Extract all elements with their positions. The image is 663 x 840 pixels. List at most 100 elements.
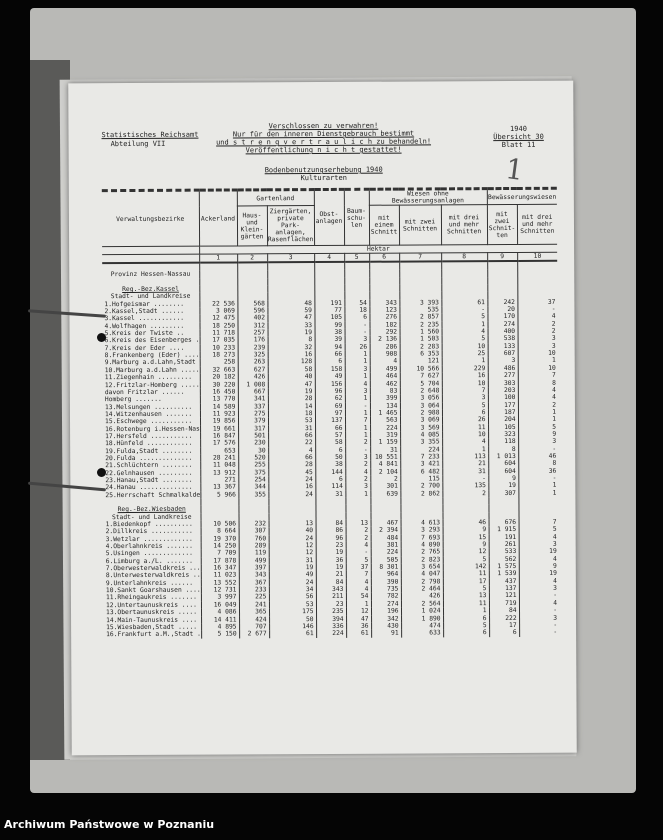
header-gartenland: Gartenland [236,189,314,206]
cell-value: 31 [315,490,346,499]
cell-value: 5 704 [399,379,442,388]
cell-value: 13 [345,519,371,528]
cell-value: 3 [517,335,558,343]
cell-value: 19 [488,482,519,490]
cell-value: 258 [199,358,238,367]
cell-value: 224 [316,630,347,638]
column-number: 3 [267,253,315,263]
cell-value: 21 [315,571,346,579]
cell-value: 135 [442,482,489,491]
cell-value: 8 [517,379,558,387]
cell-value: 7 709 [200,549,239,558]
cell-value: 1 915 [488,526,519,534]
cell-value: 69 [314,402,345,410]
cell-value: 196 [371,607,402,616]
column-number: 4 [314,253,345,263]
cell-value: 2 [517,401,559,409]
cell-value: 341 [237,395,268,403]
cell-value: 224 [370,424,401,432]
cell-value: 2 [345,439,371,447]
cell-value: 342 [371,615,402,623]
cell-value: 307 [238,527,269,536]
cell-value: 365 [238,608,270,616]
cell-value: 2 700 [400,482,443,491]
cell-value: - [345,549,371,557]
cell-value: 2 [345,534,371,542]
cell-value: 399 [369,394,400,403]
cell-value: 303 [487,379,518,387]
cell-value: 355 [238,490,269,499]
cell-value: 5 150 [201,630,240,639]
cell-value: 2 862 [400,490,443,498]
cell-value: 317 [238,424,269,433]
cell-value: 13 367 [200,483,239,492]
cell-value: 3 293 [400,526,443,535]
cell-value: 394 [316,615,347,623]
cell-value: 7 [345,416,371,425]
cell-value: 1 [441,357,488,366]
cell-value: 4 [345,541,371,550]
cell-value: 2 677 [239,630,270,638]
cell-value: 39 [314,336,345,344]
cell-value: 343 [238,571,269,580]
cell-value: 12 [346,607,372,616]
cell-value: 50 [269,615,317,624]
cell-value: 37 [345,563,371,572]
cell-value: 426 [237,373,268,381]
cell-value: 13 [442,592,490,601]
district-name: 21.Schlüchtern ........ [105,461,193,470]
cell-value: 426 [400,592,443,601]
cell-value: 12 [442,548,489,557]
cell-value: 5 [441,401,489,410]
cell-value: 12 475 [199,314,238,323]
column-number: 8 [441,252,488,262]
cell-value: 1 [345,600,372,609]
cell-value: 533 [488,548,519,556]
cell-value: 4 [517,313,558,321]
cell-value: 14 [267,402,315,411]
cell-value: 38 [315,461,346,469]
cell-value: 6 [443,629,490,637]
cell-value: 30 220 [199,380,238,389]
cell-value: 3 [518,438,559,446]
cell-value: 14 411 [201,615,240,624]
cell-value: 11 [442,570,489,579]
cell-value: 505 [370,556,401,564]
cell-value: 121 [399,357,442,366]
cell-value: 633 [401,629,444,638]
district-name: 13.Obertaunuskreis ..... [105,608,198,617]
cell-value: 344 [238,483,269,492]
cell-value: 19 856 [199,417,239,426]
cell-value: 563 [370,416,401,425]
cell-value: 31 [268,424,316,433]
cell-value: 2 136 [369,336,400,344]
cell-value: 6 [489,629,520,637]
cell-value: 4 [344,380,370,388]
cell-value: 26 [442,416,489,424]
cell-value: 3 [344,336,370,344]
cell-value: 4 841 [370,460,401,469]
cell-value: 3 069 [400,416,443,425]
cell-value: 1 [344,372,370,381]
cell-value: - [344,321,370,329]
cell-value: 28 [267,395,315,403]
cell-value: 2 [345,461,371,469]
cell-value: 1 [344,350,370,359]
cell-value: 8 664 [200,527,239,536]
cell-value: 5 [441,335,488,344]
cell-value: 2 394 [370,526,401,535]
cell-value: 255 [238,461,269,470]
cell-value: 6 [443,614,490,623]
cell-value: 31 [370,446,401,454]
cell-value: 3 421 [400,460,443,469]
cell-value: 1 [344,409,371,418]
cell-value: 224 [370,548,401,557]
cell-value: 375 [238,468,269,477]
cell-value: 47 [267,314,315,323]
cell-value: 782 [370,593,401,601]
cell-value: 225 [238,593,269,602]
cell-value: 604 [488,460,519,468]
cell-value: 12 [268,549,316,558]
land-use-table: Verwaltungsbezirke Ackerland Gartenland … [101,187,560,639]
header-bew-3: mit drei und mehr Schnitten [516,204,558,245]
